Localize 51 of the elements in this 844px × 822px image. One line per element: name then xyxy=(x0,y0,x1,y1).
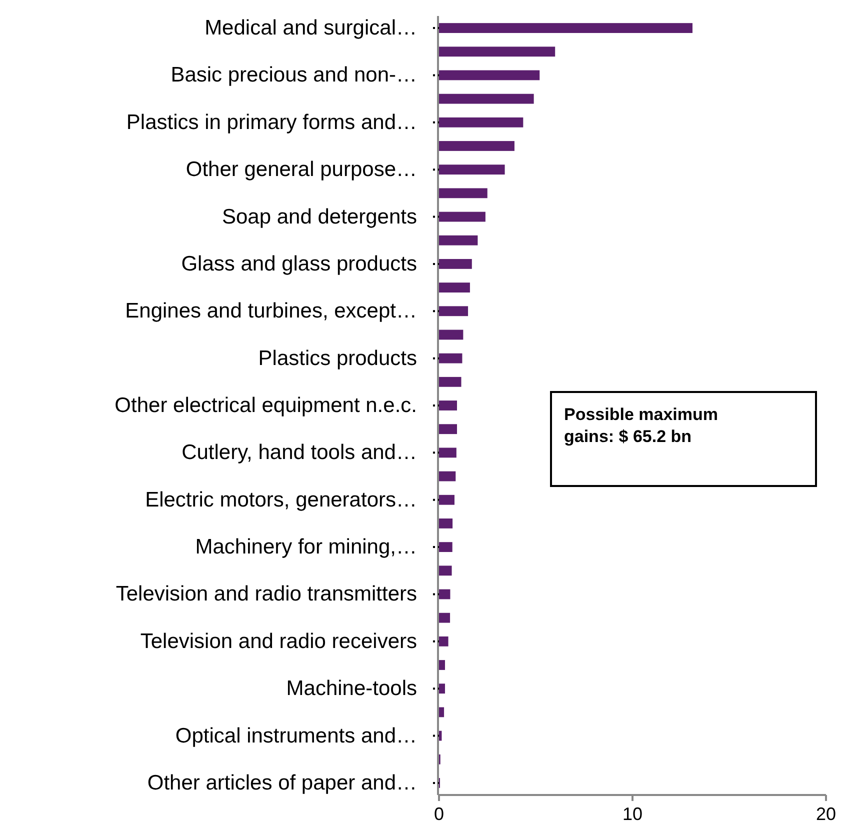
y-tick-label: Television and radio receivers xyxy=(140,630,417,653)
y-tick-label: Plastics in primary forms and… xyxy=(126,110,417,134)
x-tick-label: 0 xyxy=(434,804,444,822)
bar xyxy=(439,258,472,269)
bar xyxy=(439,376,462,387)
bar xyxy=(439,494,454,505)
bar xyxy=(439,282,470,292)
y-tick-label: Other articles of paper and… xyxy=(147,771,417,794)
y-tick-label: Plastics products xyxy=(258,346,417,370)
bar xyxy=(439,448,456,458)
bar xyxy=(439,330,464,340)
bar xyxy=(439,70,540,80)
y-tick-label: Cutlery, hand tools and… xyxy=(182,441,417,464)
bar xyxy=(439,141,514,151)
bar xyxy=(439,424,457,434)
y-tick-label: Other general purpose… xyxy=(186,158,417,182)
bar xyxy=(439,612,450,623)
bar xyxy=(439,400,457,410)
y-tick-label: Basic precious and non-… xyxy=(170,64,417,87)
bar xyxy=(439,589,450,600)
y-tick-label: Medical and surgical… xyxy=(204,16,417,40)
bar xyxy=(439,707,444,718)
y-tick-label: Engines and turbines, except… xyxy=(125,300,417,323)
y-tick-label: Machine-tools xyxy=(286,677,417,700)
bar xyxy=(439,660,445,670)
bar xyxy=(439,46,556,57)
bar xyxy=(439,306,468,316)
bar xyxy=(439,94,534,104)
bar xyxy=(439,684,445,694)
bar xyxy=(439,566,452,576)
bar xyxy=(439,471,456,482)
bar xyxy=(439,117,524,128)
y-tick-label: Other electrical equipment n.e.c. xyxy=(114,394,417,417)
y-tick-label: Soap and detergents xyxy=(222,205,417,228)
x-tick-label: 10 xyxy=(622,804,643,822)
bar xyxy=(439,23,692,33)
bar xyxy=(439,353,462,364)
x-tick-label: 20 xyxy=(816,804,836,822)
bar xyxy=(439,164,505,175)
bar xyxy=(439,188,488,198)
bar xyxy=(439,235,478,246)
annotation: Possible maximum gains: $ 65.2 bn xyxy=(564,404,720,448)
y-tick-label: Optical instruments and… xyxy=(175,724,417,748)
y-tick-label: Glass and glass products xyxy=(181,252,417,276)
y-tick-label: Electric motors, generators… xyxy=(145,488,417,512)
bar xyxy=(439,542,452,552)
bar xyxy=(439,636,448,646)
y-tick-label: Machinery for mining,… xyxy=(195,536,417,559)
bar xyxy=(439,212,486,222)
y-tick-label: Television and radio transmitters xyxy=(116,582,417,606)
bar xyxy=(439,518,453,528)
